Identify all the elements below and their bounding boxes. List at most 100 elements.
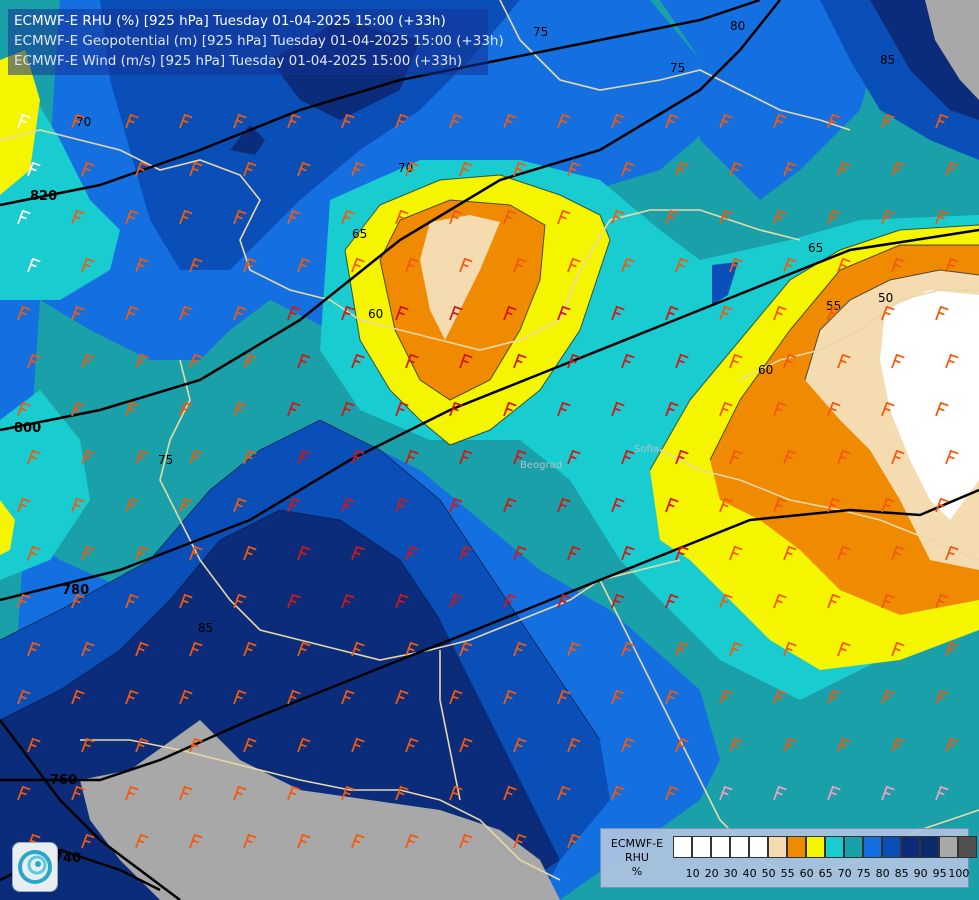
wind-barb xyxy=(179,113,193,129)
wind-barb xyxy=(449,305,463,321)
legend-swatch xyxy=(692,836,711,858)
legend-tick-label: 100 xyxy=(948,867,970,880)
wind-barb xyxy=(665,401,679,417)
wind-barb xyxy=(935,113,949,129)
wind-barb xyxy=(837,449,851,465)
wind-barb xyxy=(567,545,581,561)
wind-barb xyxy=(945,257,959,273)
wind-barb xyxy=(449,689,463,705)
wind-barb xyxy=(719,209,733,225)
wind-barb xyxy=(891,161,905,177)
rhu-label: 55 xyxy=(826,299,841,313)
wind-barb xyxy=(783,641,797,657)
wind-barb xyxy=(341,689,355,705)
wind-barb xyxy=(513,737,527,753)
legend-tick-label: 70 xyxy=(837,867,852,880)
wind-barb xyxy=(567,833,581,849)
wind-barb xyxy=(179,209,193,225)
rhu-80-zone-ne xyxy=(660,0,880,200)
wind-barb xyxy=(449,593,463,609)
wind-barb xyxy=(935,497,949,513)
wind-barb xyxy=(935,209,949,225)
wind-barb xyxy=(71,689,85,705)
swirl-logo-icon xyxy=(18,850,52,884)
wind-barb xyxy=(341,593,355,609)
wind-barb xyxy=(351,257,365,273)
wind-barb xyxy=(611,497,625,513)
wind-barb xyxy=(611,305,625,321)
wind-barb xyxy=(945,737,959,753)
rhu-label: 60 xyxy=(368,307,383,321)
wind-barb xyxy=(17,689,31,705)
wind-barb xyxy=(233,401,247,417)
wind-barb xyxy=(27,257,41,273)
wind-barb xyxy=(891,545,905,561)
wind-barb xyxy=(243,545,257,561)
gray-area-ne xyxy=(925,0,979,100)
wind-barb xyxy=(81,353,95,369)
wind-barb xyxy=(675,737,689,753)
wind-barb xyxy=(395,209,409,225)
wind-barb xyxy=(611,113,625,129)
rhu-label: 60 xyxy=(758,363,773,377)
wind-barb xyxy=(513,353,527,369)
wind-barb xyxy=(945,545,959,561)
geopotential-label: 760 xyxy=(50,773,77,788)
wind-barb xyxy=(125,209,139,225)
wind-barb xyxy=(351,737,365,753)
wind-barb xyxy=(567,353,581,369)
wind-barb xyxy=(243,257,257,273)
wind-barb xyxy=(71,497,85,513)
wind-barb xyxy=(179,785,193,801)
logo xyxy=(12,842,58,892)
wind-barb xyxy=(297,449,311,465)
rhu-label: 75 xyxy=(670,61,685,75)
wind-barb xyxy=(297,641,311,657)
wind-barb xyxy=(881,593,895,609)
place-labels: Beograd Sofia xyxy=(520,444,659,471)
legend-tick-label: 50 xyxy=(761,867,776,880)
wind-barb xyxy=(513,257,527,273)
wind-barb xyxy=(395,305,409,321)
wind-barb xyxy=(135,161,149,177)
wind-barb xyxy=(773,209,787,225)
wind-barb xyxy=(503,113,517,129)
wind-barb xyxy=(945,641,959,657)
wind-barb xyxy=(729,641,743,657)
wind-barb xyxy=(945,449,959,465)
wind-barb xyxy=(621,737,635,753)
wind-barb xyxy=(395,689,409,705)
wind-barb xyxy=(891,353,905,369)
wind-barb xyxy=(135,737,149,753)
rhu-90-small xyxy=(230,125,265,155)
wind-barb xyxy=(773,689,787,705)
wind-barb xyxy=(945,353,959,369)
wind-barb xyxy=(783,449,797,465)
wind-barb xyxy=(71,305,85,321)
wind-barb xyxy=(233,209,247,225)
wind-barb xyxy=(287,497,301,513)
wind-barb xyxy=(233,785,247,801)
wind-barb xyxy=(297,353,311,369)
wind-barb xyxy=(513,833,527,849)
wind-barb xyxy=(773,593,787,609)
legend-swatch xyxy=(901,836,920,858)
wind-barb xyxy=(27,737,41,753)
wind-barb xyxy=(351,641,365,657)
wind-barb xyxy=(287,209,301,225)
wind-barb xyxy=(17,401,31,417)
wind-barb xyxy=(621,449,635,465)
wind-barb xyxy=(405,257,419,273)
wind-barb xyxy=(297,161,311,177)
wind-barb xyxy=(81,833,95,849)
wind-barb xyxy=(71,785,85,801)
wind-barb xyxy=(621,641,635,657)
wind-barb xyxy=(297,737,311,753)
legend-tick-label: 20 xyxy=(704,867,719,880)
wind-barb xyxy=(351,545,365,561)
wind-barb xyxy=(557,689,571,705)
wind-barb xyxy=(557,401,571,417)
wind-barb xyxy=(287,305,301,321)
rhu-label: 70 xyxy=(76,115,91,129)
